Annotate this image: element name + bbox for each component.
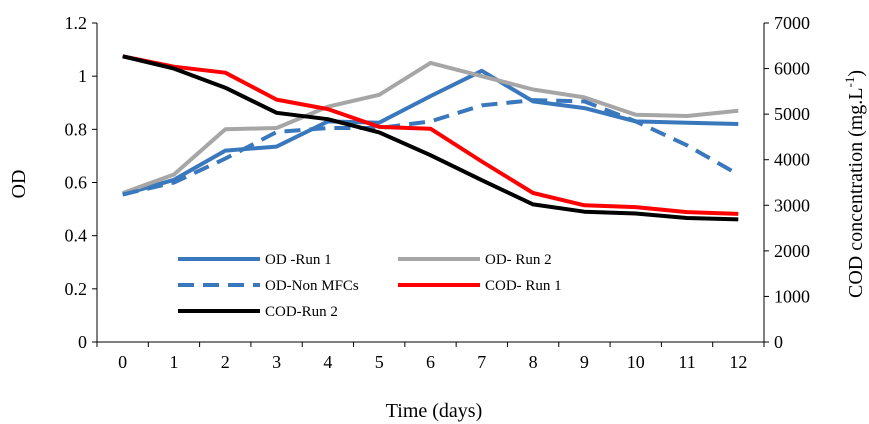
right-tick-label: 1000 bbox=[774, 286, 810, 306]
series-line-od-non-mfcs bbox=[122, 98, 740, 197]
x-tick-label: 4 bbox=[323, 352, 332, 372]
series-line-od-run-1 bbox=[122, 68, 739, 197]
x-tick-label: 10 bbox=[627, 352, 645, 372]
x-tick-label: 9 bbox=[580, 352, 589, 372]
left-tick-label: 0.4 bbox=[65, 226, 88, 246]
x-tick-label: 6 bbox=[426, 352, 435, 372]
right-tick-label: 6000 bbox=[774, 59, 810, 79]
legend-label: OD-Non MFCs bbox=[265, 278, 359, 294]
left-tick-label: 1.2 bbox=[65, 13, 88, 33]
x-axis-ticks: 0 1 2 3 4 5 6 7 8 9 10 11 12 bbox=[96, 342, 765, 372]
right-tick-label: 0 bbox=[774, 332, 783, 352]
right-tick-label: 7000 bbox=[774, 13, 810, 33]
series-layer bbox=[122, 54, 740, 222]
x-tick-label: 5 bbox=[375, 352, 384, 372]
right-axis-ticks: 0 1000 2000 3000 4000 5000 6000 7000 bbox=[764, 13, 810, 352]
right-tick-label: 3000 bbox=[774, 195, 810, 215]
right-axis-title-sup: -1 bbox=[842, 77, 857, 88]
x-tick-label: 11 bbox=[678, 352, 695, 372]
left-tick-label: 0.2 bbox=[65, 279, 88, 299]
right-tick-label: 4000 bbox=[774, 150, 810, 170]
right-axis-title-base: COD concentration (mg.L bbox=[845, 88, 867, 299]
x-tick-label: 8 bbox=[529, 352, 538, 372]
legend-label: COD- Run 1 bbox=[485, 278, 562, 294]
x-tick-label: 12 bbox=[729, 352, 747, 372]
left-tick-label: 1 bbox=[78, 66, 87, 86]
legend-label: OD- Run 2 bbox=[485, 252, 552, 268]
right-axis-title-end: ) bbox=[845, 70, 867, 77]
x-tick-label: 1 bbox=[169, 352, 178, 372]
legend-label: COD-Run 2 bbox=[265, 304, 338, 320]
series-line-cod-run-1 bbox=[122, 54, 739, 216]
legend-label: OD -Run 1 bbox=[265, 252, 332, 268]
left-tick-label: 0 bbox=[78, 332, 87, 352]
left-axis-ticks: 0 0.2 0.4 0.6 0.8 1 1.2 bbox=[65, 13, 97, 352]
x-tick-label: 3 bbox=[272, 352, 281, 372]
left-axis-title: OD bbox=[8, 170, 30, 199]
x-tick-label: 2 bbox=[221, 352, 230, 372]
right-tick-label: 5000 bbox=[774, 104, 810, 124]
right-tick-label: 2000 bbox=[774, 241, 810, 261]
x-axis-title: Time (days) bbox=[386, 400, 482, 422]
series-line-cod-run-2 bbox=[122, 54, 739, 222]
series-line-od-run-2 bbox=[122, 60, 739, 195]
left-tick-label: 0.8 bbox=[65, 119, 88, 139]
right-axis-title: COD concentration (mg.L-1) bbox=[842, 70, 867, 298]
x-tick-label: 0 bbox=[118, 352, 127, 372]
legend: OD -Run 1 OD- Run 2 OD-Non MFCs COD- Run 1 C… bbox=[178, 252, 562, 320]
left-tick-label: 0.6 bbox=[65, 173, 88, 193]
x-tick-label: 7 bbox=[477, 352, 486, 372]
